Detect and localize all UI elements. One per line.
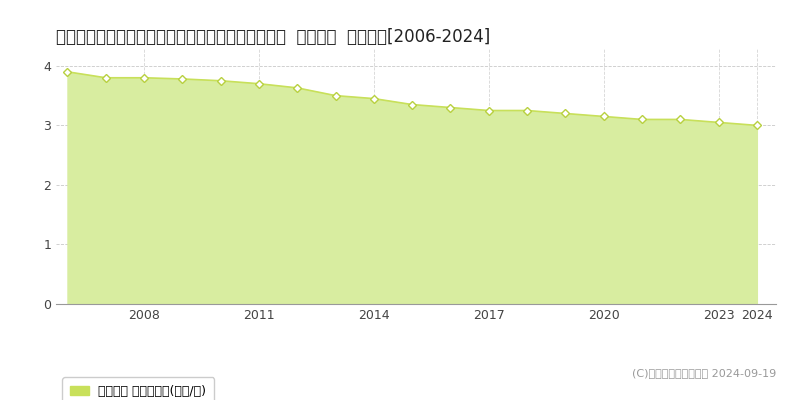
Legend: 基準地価 平均坪単価(万円/坪): 基準地価 平均坪単価(万円/坪)	[62, 377, 214, 400]
Text: (C)土地価格ドットコム 2024-09-19: (C)土地価格ドットコム 2024-09-19	[632, 368, 776, 378]
Text: 北海道久遠郡せたな町北檜山区北檜山３１１番９外  基準地価  地価推移[2006-2024]: 北海道久遠郡せたな町北檜山区北檜山３１１番９外 基準地価 地価推移[2006-2…	[56, 28, 490, 46]
